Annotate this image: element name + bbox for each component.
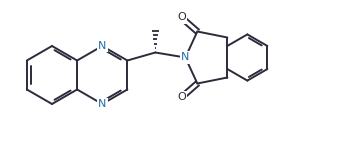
Text: N: N: [98, 99, 106, 109]
Text: N: N: [98, 41, 106, 51]
Text: N: N: [181, 52, 190, 63]
Text: O: O: [177, 93, 186, 102]
Text: O: O: [177, 12, 186, 22]
